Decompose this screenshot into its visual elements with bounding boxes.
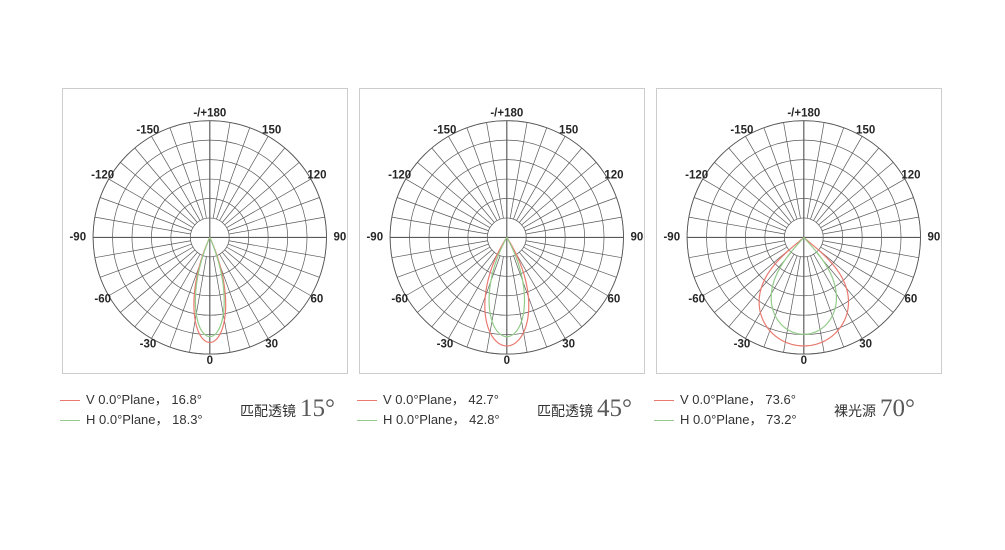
svg-text:0: 0 <box>207 355 213 367</box>
svg-text:-60: -60 <box>688 293 705 305</box>
svg-text:-120: -120 <box>388 170 411 182</box>
svg-text:120: 120 <box>307 170 326 182</box>
svg-text:30: 30 <box>859 339 872 351</box>
svg-text:120: 120 <box>901 170 920 182</box>
svg-text:-90: -90 <box>69 231 86 243</box>
svg-text:-150: -150 <box>730 124 753 136</box>
svg-text:0: 0 <box>504 355 510 367</box>
svg-text:90: 90 <box>928 231 941 243</box>
svg-text:-/+180: -/+180 <box>787 108 820 120</box>
svg-text:-60: -60 <box>94 293 111 305</box>
svg-text:60: 60 <box>608 293 621 305</box>
svg-text:-30: -30 <box>140 339 157 351</box>
svg-text:60: 60 <box>311 293 324 305</box>
svg-text:150: 150 <box>262 124 281 136</box>
svg-text:-30: -30 <box>734 339 751 351</box>
svg-text:-90: -90 <box>663 231 680 243</box>
svg-text:-30: -30 <box>437 339 454 351</box>
svg-text:-150: -150 <box>433 124 456 136</box>
svg-text:-120: -120 <box>91 170 114 182</box>
svg-text:-150: -150 <box>136 124 159 136</box>
svg-text:-120: -120 <box>685 170 708 182</box>
svg-text:90: 90 <box>334 231 347 243</box>
svg-text:-/+180: -/+180 <box>193 108 226 120</box>
svg-text:150: 150 <box>856 124 875 136</box>
svg-text:90: 90 <box>631 231 644 243</box>
svg-text:-60: -60 <box>391 293 408 305</box>
svg-text:120: 120 <box>604 170 623 182</box>
svg-text:60: 60 <box>905 293 918 305</box>
svg-text:30: 30 <box>265 339 278 351</box>
svg-text:0: 0 <box>801 355 807 367</box>
svg-text:-/+180: -/+180 <box>490 108 523 120</box>
svg-text:-90: -90 <box>366 231 383 243</box>
svg-text:150: 150 <box>559 124 578 136</box>
svg-text:30: 30 <box>562 339 575 351</box>
